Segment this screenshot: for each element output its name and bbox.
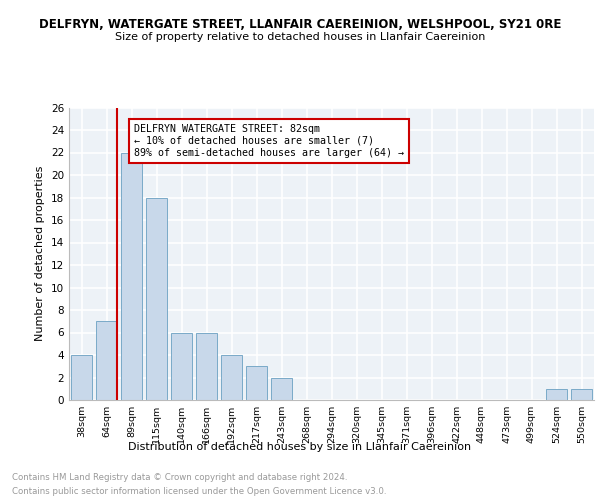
Bar: [546, 389, 567, 400]
Text: Contains HM Land Registry data © Crown copyright and database right 2024.: Contains HM Land Registry data © Crown c…: [12, 473, 347, 482]
Bar: [221, 355, 242, 400]
Bar: [71, 355, 92, 400]
Bar: [246, 366, 267, 400]
Bar: [146, 198, 167, 400]
Text: Contains public sector information licensed under the Open Government Licence v3: Contains public sector information licen…: [12, 486, 386, 496]
Bar: [271, 378, 292, 400]
Text: DELFRYN WATERGATE STREET: 82sqm
← 10% of detached houses are smaller (7)
89% of : DELFRYN WATERGATE STREET: 82sqm ← 10% of…: [134, 124, 404, 158]
Text: Size of property relative to detached houses in Llanfair Caereinion: Size of property relative to detached ho…: [115, 32, 485, 42]
Bar: [196, 332, 217, 400]
Text: Distribution of detached houses by size in Llanfair Caereinion: Distribution of detached houses by size …: [128, 442, 472, 452]
Y-axis label: Number of detached properties: Number of detached properties: [35, 166, 46, 342]
Text: DELFRYN, WATERGATE STREET, LLANFAIR CAEREINION, WELSHPOOL, SY21 0RE: DELFRYN, WATERGATE STREET, LLANFAIR CAER…: [39, 18, 561, 30]
Bar: [96, 322, 117, 400]
Bar: [171, 332, 192, 400]
Bar: [571, 389, 592, 400]
Bar: [121, 152, 142, 400]
